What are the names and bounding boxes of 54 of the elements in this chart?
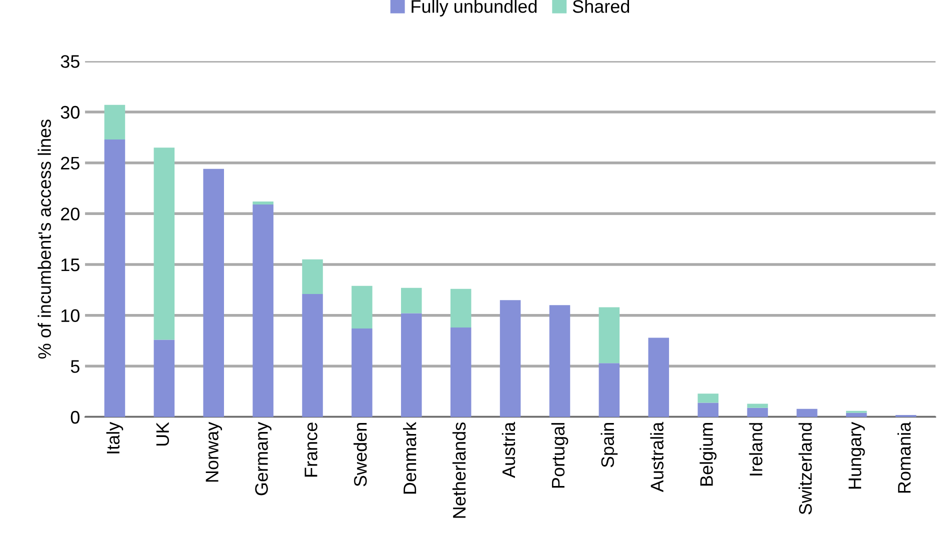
bar bbox=[352, 328, 372, 417]
x-tick-label: Australia bbox=[650, 422, 664, 492]
bar bbox=[450, 288, 472, 328]
y-tick-label: 35 bbox=[60, 55, 80, 68]
x-tick-label: Germany bbox=[255, 422, 272, 496]
bar bbox=[598, 307, 620, 364]
bar bbox=[648, 338, 670, 417]
bar bbox=[252, 204, 274, 417]
bar bbox=[747, 408, 768, 417]
bar bbox=[302, 294, 323, 417]
y-tick-label: 25 bbox=[61, 156, 80, 170]
bar bbox=[352, 286, 372, 329]
bar bbox=[698, 394, 718, 403]
bar bbox=[401, 313, 422, 417]
y-tick-label: 20 bbox=[61, 208, 80, 220]
x-tick-label: Belgium bbox=[700, 423, 717, 486]
bar bbox=[154, 340, 175, 417]
bar bbox=[104, 139, 126, 417]
x-tick-label: Switzerland bbox=[798, 423, 812, 514]
bar bbox=[154, 148, 175, 340]
x-tick-label: Italy bbox=[106, 422, 124, 454]
bar bbox=[401, 288, 422, 314]
bar bbox=[698, 402, 718, 417]
bar bbox=[846, 412, 867, 417]
y-tick-label: 5 bbox=[70, 360, 80, 373]
x-tick-label: Ireland bbox=[749, 423, 762, 476]
legend-label: Shared bbox=[572, 0, 630, 13]
bar bbox=[252, 201, 274, 205]
bar bbox=[203, 168, 224, 417]
bar bbox=[747, 404, 768, 408]
y-axis-title: % of incumbent's access lines bbox=[38, 120, 51, 359]
x-tick-label: Hungary bbox=[848, 422, 865, 489]
y-tick-label: 10 bbox=[61, 309, 80, 322]
bar bbox=[549, 305, 570, 417]
y-tick-label: 0 bbox=[70, 410, 80, 424]
y-tick-label: 15 bbox=[61, 258, 80, 272]
bar bbox=[796, 408, 818, 417]
x-tick-label: Netherlands bbox=[452, 422, 466, 518]
x-tick-label: Sweden bbox=[354, 423, 367, 486]
legend-label: Fully unbundled bbox=[412, 0, 537, 16]
x-tick-label: Romania bbox=[897, 422, 911, 493]
x-tick-label: UK bbox=[156, 422, 170, 446]
x-tick-label: Spain bbox=[600, 423, 618, 468]
x-tick-label: Portugal bbox=[551, 423, 568, 488]
bar bbox=[450, 328, 472, 417]
bar bbox=[500, 300, 521, 417]
bar bbox=[598, 363, 620, 417]
y-tick-label: 30 bbox=[60, 106, 80, 119]
x-tick-label: Austria bbox=[502, 422, 516, 478]
bar bbox=[104, 104, 126, 140]
x-tick-label: Denmark bbox=[402, 422, 416, 494]
bar bbox=[302, 259, 323, 294]
x-tick-label: Norway bbox=[206, 422, 222, 482]
x-tick-label: France bbox=[304, 422, 318, 477]
